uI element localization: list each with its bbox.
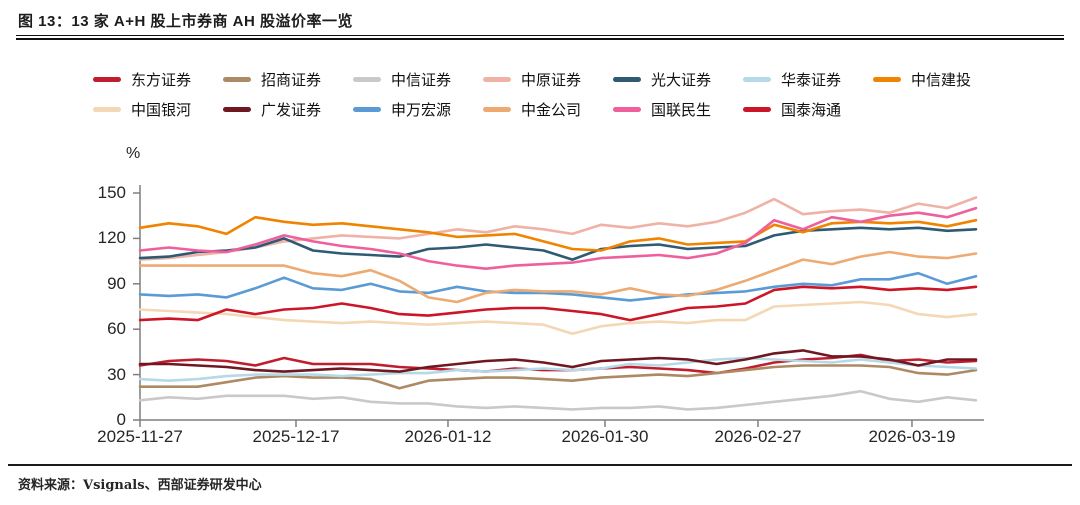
legend-label: 中信证券 [391, 70, 452, 89]
series-line-广发证券 [138, 349, 978, 373]
legend-item-广发证券: 广发证券 [223, 99, 353, 120]
legend-label: 招商证券 [261, 70, 322, 89]
legend-swatch-icon [873, 76, 901, 82]
series-line-中信建投 [138, 215, 978, 252]
legend-label: 中金公司 [521, 100, 582, 119]
line-chart-plot-area [133, 185, 984, 427]
x-tick-label: 2026-01-30 [561, 427, 649, 446]
y-axis-unit-label: % [126, 145, 141, 162]
legend-item-中信建投: 中信建投 [873, 69, 1003, 90]
legend-swatch-icon [353, 76, 381, 82]
legend-swatch-icon [93, 106, 121, 112]
legend-swatch-icon [743, 106, 771, 112]
legend-item-东方证券: 东方证券 [93, 69, 223, 90]
figure-title: 图 13：13 家 A+H 股上市券商 AH 股溢价率一览 [18, 13, 353, 30]
x-tick-label: 2026-02-27 [714, 427, 802, 446]
legend-row-2: 中国银河 广发证券 申万宏源 中金公司 国联民生 国泰海通 [93, 94, 1033, 124]
series-line-中信证券 [138, 389, 978, 411]
legend-swatch-icon [353, 106, 381, 112]
y-tick-label: 30 [107, 364, 126, 384]
legend-swatch-icon [613, 106, 641, 112]
legend-label: 东方证券 [131, 70, 192, 89]
x-tick-label: 2025-11-27 [97, 427, 183, 446]
y-tick-label: 0 [116, 410, 126, 429]
legend-label: 华泰证券 [781, 70, 842, 89]
series-line-中原证券 [138, 196, 978, 261]
legend-label: 国泰海通 [781, 100, 842, 119]
series-line-中金公司 [138, 250, 978, 304]
legend-swatch-icon [483, 106, 511, 112]
legend-item-中金公司: 中金公司 [483, 99, 613, 120]
legend-item-国联民生: 国联民生 [613, 99, 743, 120]
legend-row-1: 东方证券 招商证券 中信证券 中原证券 光大证券 华泰证券 中信建投 [93, 64, 1033, 94]
series-line-国联民生 [138, 206, 978, 270]
x-tick-label: 2026-03-19 [868, 427, 956, 446]
y-tick-label: 90 [107, 273, 126, 293]
series-line-申万宏源 [138, 271, 978, 302]
legend-item-华泰证券: 华泰证券 [743, 69, 873, 90]
series-line-华泰证券 [138, 356, 978, 382]
legend-swatch-icon [223, 106, 251, 112]
legend-item-中国银河: 中国银河 [93, 99, 223, 120]
y-tick-label: 120 [97, 228, 126, 248]
y-tick-label: 150 [97, 183, 126, 202]
legend-label: 中国银河 [131, 100, 192, 119]
legend-item-国泰海通: 国泰海通 [743, 99, 873, 120]
legend-label: 广发证券 [261, 100, 322, 119]
legend-swatch-icon [93, 76, 121, 82]
legend-swatch-icon [483, 76, 511, 82]
legend-swatch-icon [743, 76, 771, 82]
footer-divider-rule [8, 464, 1072, 466]
y-tick-label: 60 [107, 319, 126, 339]
legend-swatch-icon [223, 76, 251, 82]
legend-item-招商证券: 招商证券 [223, 69, 353, 90]
legend-label: 申万宏源 [391, 100, 452, 119]
legend-item-中信证券: 中信证券 [353, 69, 483, 90]
legend-item-光大证券: 光大证券 [613, 69, 743, 90]
series-line-中国银河 [138, 300, 978, 335]
legend-item-申万宏源: 申万宏源 [353, 99, 483, 120]
x-tick-label: 2026-01-12 [404, 427, 492, 446]
series-line-招商证券 [138, 364, 978, 390]
legend-label: 中信建投 [911, 70, 972, 89]
legend-label: 光大证券 [651, 70, 712, 89]
source-note: 资料来源：Vsignals、西部证券研发中心 [18, 478, 262, 493]
title-divider-double-rule [16, 35, 1064, 40]
legend-swatch-icon [613, 76, 641, 82]
legend-label: 国联民生 [651, 100, 712, 119]
series-line-国泰海通 [138, 285, 978, 322]
chart-legend: 东方证券 招商证券 中信证券 中原证券 光大证券 华泰证券 中信建投 中国银河 广发证券 申万宏… [93, 64, 1033, 124]
series-line-光大证券 [138, 226, 978, 261]
legend-label: 中原证券 [521, 70, 582, 89]
x-tick-label: 2025-12-17 [252, 427, 340, 446]
legend-item-中原证券: 中原证券 [483, 69, 613, 90]
